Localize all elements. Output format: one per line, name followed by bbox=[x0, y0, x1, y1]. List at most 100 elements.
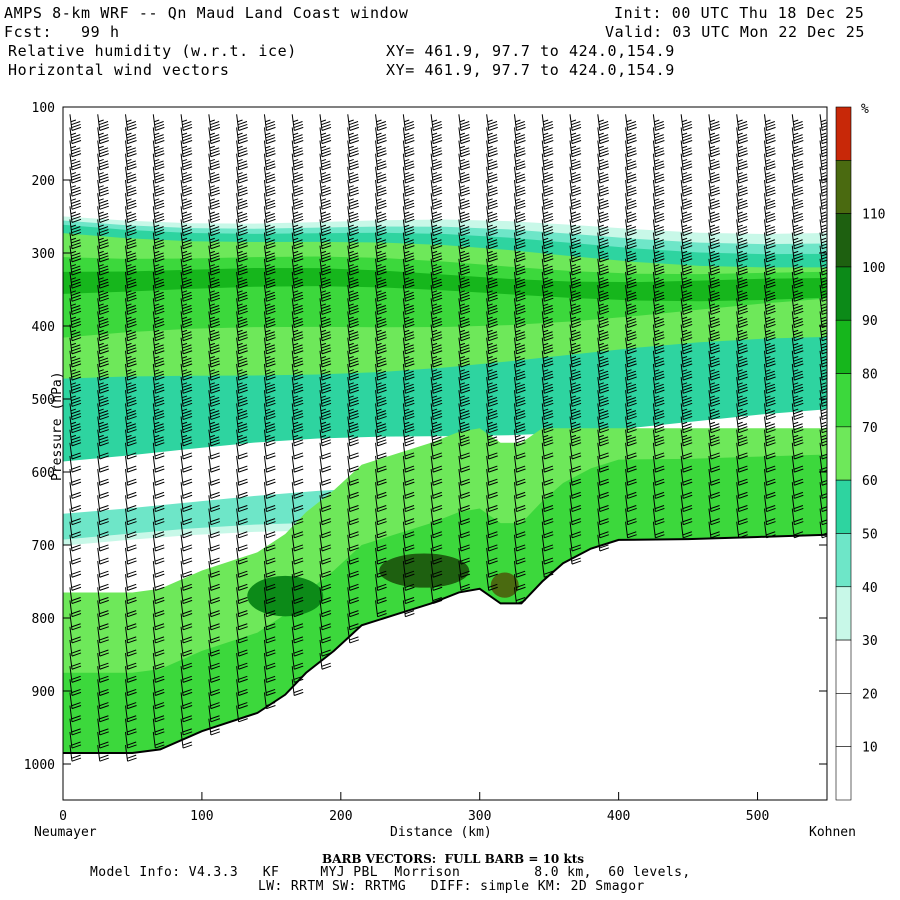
wind-barb-shaft bbox=[180, 219, 184, 236]
wind-barb-flag bbox=[209, 370, 220, 375]
wind-barb-flag bbox=[99, 702, 109, 707]
wind-barb bbox=[97, 350, 109, 368]
wind-barb-flag bbox=[154, 239, 164, 244]
wind-barb-shaft bbox=[263, 403, 267, 420]
wind-barb-flag bbox=[460, 186, 470, 191]
wind-barb-flag bbox=[71, 583, 81, 588]
wind-barb-flag bbox=[182, 491, 192, 496]
wind-barb-shaft bbox=[97, 455, 101, 473]
wind-barb-shaft bbox=[319, 416, 323, 433]
wind-barb-flag bbox=[210, 691, 221, 696]
wind-barb-flag bbox=[376, 290, 382, 294]
wind-barb-flag bbox=[209, 383, 220, 388]
wind-barb bbox=[208, 560, 221, 578]
wind-barb-flag bbox=[488, 189, 498, 194]
wind-barb-flag bbox=[238, 334, 248, 339]
wind-barb-flag bbox=[127, 534, 137, 539]
wind-barb-flag bbox=[70, 408, 77, 412]
wind-barb-flag bbox=[127, 573, 137, 578]
wind-barb-flag bbox=[70, 342, 77, 346]
wind-barb-shaft bbox=[402, 140, 406, 157]
wind-barb bbox=[347, 219, 359, 237]
wind-barb-flag bbox=[265, 213, 275, 218]
wind-barb bbox=[97, 337, 109, 355]
wind-barb bbox=[180, 429, 193, 447]
wind-barb-shaft bbox=[69, 377, 73, 394]
wind-barb-flag bbox=[377, 518, 387, 523]
wind-barb bbox=[97, 390, 109, 407]
wind-barb bbox=[69, 652, 82, 670]
wind-barb-flag bbox=[487, 134, 498, 139]
wind-barb bbox=[236, 245, 248, 263]
wind-barb-shaft bbox=[263, 363, 267, 381]
wind-barb-flag bbox=[237, 423, 248, 428]
wind-barb-flag bbox=[682, 199, 692, 204]
wind-barb-flag bbox=[292, 421, 299, 425]
wind-barb-flag bbox=[265, 321, 276, 326]
wind-barb-shaft bbox=[69, 285, 73, 302]
terrain-surface-line bbox=[63, 533, 827, 755]
wind-barb-flag bbox=[293, 160, 303, 165]
wind-barb-flag bbox=[404, 250, 410, 254]
wind-barb-flag bbox=[71, 399, 81, 404]
wind-barb-flag bbox=[321, 649, 331, 654]
wind-barb bbox=[319, 442, 332, 460]
wind-barb-shaft bbox=[347, 350, 351, 368]
wind-barb-flag bbox=[654, 185, 660, 188]
wind-barb-flag bbox=[238, 481, 248, 486]
wind-barb-flag bbox=[293, 150, 304, 155]
wind-barb-flag bbox=[126, 158, 132, 162]
wind-barb-flag bbox=[349, 560, 359, 565]
wind-barb bbox=[208, 285, 221, 302]
wind-barb-flag bbox=[571, 153, 582, 158]
wind-barb-flag bbox=[599, 126, 610, 131]
wind-barb-shaft bbox=[263, 127, 267, 144]
wind-barb-flag bbox=[210, 386, 220, 391]
wind-barb-flag bbox=[294, 507, 304, 513]
wind-barb-flag bbox=[127, 505, 137, 510]
wind-barb bbox=[291, 639, 304, 657]
wind-barb-flag bbox=[99, 389, 109, 394]
wind-barb bbox=[208, 245, 221, 263]
wind-barb-flag bbox=[265, 342, 271, 346]
wind-barb-flag bbox=[266, 468, 276, 473]
wind-barb-flag bbox=[626, 173, 637, 178]
wind-barb-shaft bbox=[402, 377, 406, 394]
wind-barb-flag bbox=[71, 636, 81, 641]
wind-barb-flag bbox=[265, 186, 275, 191]
wind-barb-flag bbox=[681, 158, 688, 162]
wind-barb-flag bbox=[265, 702, 276, 707]
wind-barb-flag bbox=[321, 662, 331, 667]
wind-barb-shaft bbox=[375, 245, 379, 262]
terrain-fill bbox=[63, 534, 827, 800]
wind-barb bbox=[236, 377, 248, 394]
wind-barb-flag bbox=[377, 294, 387, 299]
wind-barb-shaft bbox=[97, 324, 101, 341]
wind-barb-shaft bbox=[402, 127, 406, 144]
wind-barb-flag bbox=[98, 434, 104, 438]
wind-barb-flag bbox=[320, 198, 327, 202]
wind-barb-shaft bbox=[375, 534, 379, 552]
wind-barb-flag bbox=[404, 265, 414, 270]
wind-barb-flag bbox=[98, 370, 109, 375]
wind-barb-flag bbox=[294, 389, 304, 394]
wind-barb-flag bbox=[182, 665, 193, 670]
wind-barb-shaft bbox=[125, 416, 129, 433]
wind-barb bbox=[97, 377, 109, 394]
wind-barb-flag bbox=[210, 413, 220, 418]
wind-barb-flag bbox=[349, 626, 359, 631]
wind-barb-flag bbox=[682, 150, 692, 155]
wind-barb-flag bbox=[238, 126, 248, 131]
wind-barb-flag bbox=[294, 626, 304, 631]
wind-barb-flag bbox=[209, 331, 220, 336]
wind-barb-flag bbox=[182, 586, 193, 591]
wind-barb-flag bbox=[516, 205, 526, 210]
wind-barb bbox=[236, 521, 248, 539]
wind-barb-flag bbox=[293, 318, 303, 323]
wind-barb-shaft bbox=[97, 547, 101, 565]
wind-barb-flag bbox=[71, 652, 82, 657]
wind-barb-flag bbox=[571, 176, 581, 181]
wind-barb-flag bbox=[127, 192, 137, 197]
wind-barb-flag bbox=[404, 132, 410, 136]
wind-barb-shaft bbox=[375, 495, 379, 512]
